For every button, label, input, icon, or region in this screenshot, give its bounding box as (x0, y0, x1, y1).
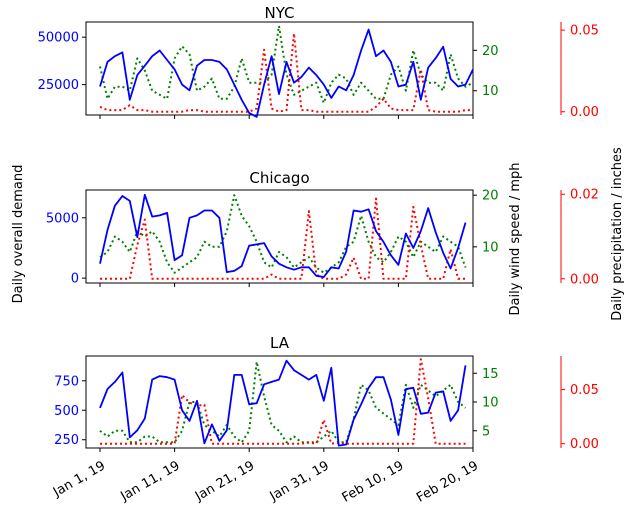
ylabel-wind: Daily wind speed / mph (508, 163, 523, 316)
precip-series-line (100, 358, 466, 445)
demand-ytick-label: 5000 (46, 211, 79, 226)
precip-ytick-label: 0.00 (570, 437, 599, 452)
demand-series-line (99, 359, 467, 447)
precip-ytick-label: 0.02 (570, 188, 599, 203)
demand-ytick-label: 750 (54, 374, 79, 389)
xtick-label: Jan 1, 19 (50, 458, 108, 500)
precip-ytick-label: 0.05 (570, 383, 599, 398)
precip-series-line (99, 32, 473, 113)
demand-ytick-label: 0 (71, 272, 79, 287)
xtick-label: Jan 31, 19 (267, 458, 332, 504)
demand-ytick-label: 50000 (38, 31, 79, 46)
wind-ytick-label: 5 (482, 424, 490, 439)
wind-ytick-label: 10 (482, 396, 499, 411)
xtick-label: Feb 20, 19 (414, 458, 481, 505)
ylabel-demand: Daily overall demand (11, 165, 26, 304)
wind-series-line (99, 360, 467, 444)
demand-series-line (99, 193, 467, 278)
panel-title: NYC (264, 4, 294, 22)
wind-ytick-label: 20 (482, 44, 499, 59)
demand-series-line (99, 28, 474, 118)
plot-frame (85, 189, 474, 284)
plot-frame (85, 21, 474, 116)
panel-title: Chicago (249, 169, 309, 187)
wind-series-line (99, 194, 467, 274)
precip-series-line (100, 197, 466, 280)
wind-ytick-label: 15 (482, 367, 499, 382)
xtick-label: Jan 21, 19 (192, 458, 257, 504)
demand-ytick-label: 25000 (38, 78, 79, 93)
demand-ytick-label: 500 (54, 404, 79, 419)
panel-chicago: Chicago 0 5000 10 20 0.00 0.02 (46, 169, 599, 287)
panel-nyc: NYC 25000 50000 10 20 0.00 0.05 (38, 4, 599, 120)
precip-ytick-label: 0.00 (570, 272, 599, 287)
xtick-label: Feb 10, 19 (340, 458, 407, 505)
demand-ytick-label: 250 (54, 433, 79, 448)
precip-ytick-label: 0.00 (570, 105, 599, 120)
wind-ytick-label: 20 (482, 189, 499, 204)
wind-ytick-label: 10 (482, 84, 499, 99)
panel-la: LA 250 500 750 5 10 15 0.00 0.05 Jan 1, 19 Jan 11,… (50, 334, 599, 506)
precip-ytick-label: 0.05 (570, 24, 599, 39)
ylabel-precip: Daily precipitation / inches (610, 147, 625, 321)
panel-title: LA (270, 334, 290, 352)
xtick-label: Jan 11, 19 (117, 458, 182, 504)
wind-ytick-label: 10 (482, 240, 499, 255)
